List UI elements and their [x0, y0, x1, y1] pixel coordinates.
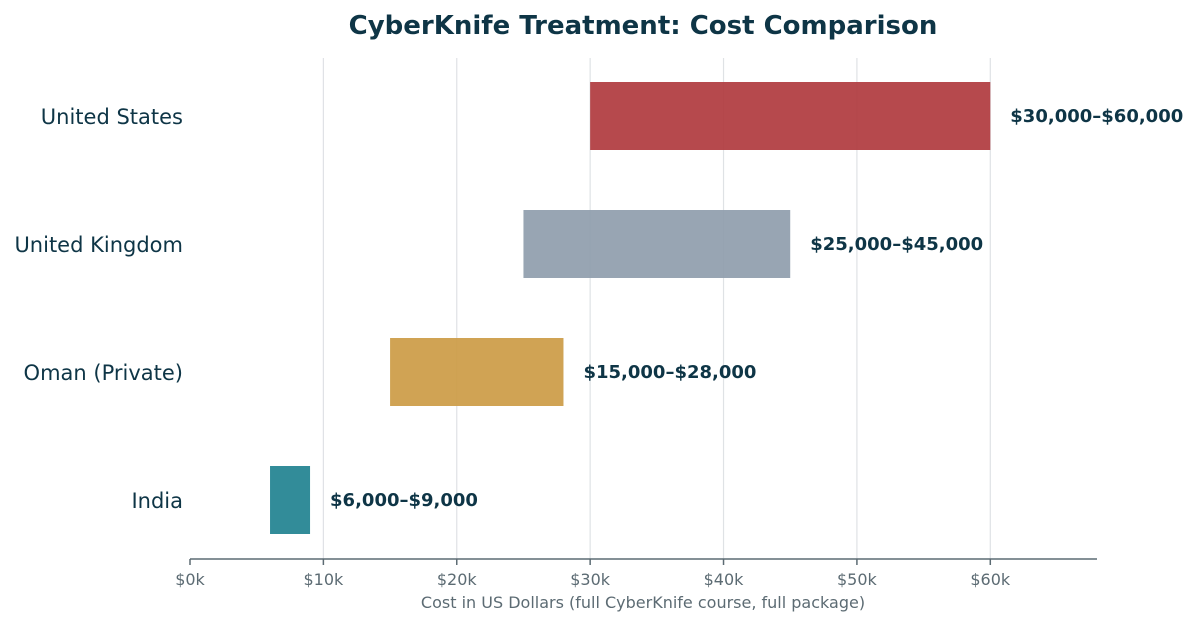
category-label: United Kingdom [14, 233, 183, 257]
x-tick-label: $60k [970, 570, 1011, 589]
category-label: United States [41, 105, 183, 129]
x-tick-label: $10k [303, 570, 344, 589]
x-tick-label: $30k [570, 570, 611, 589]
chart-title: CyberKnife Treatment: Cost Comparison [349, 11, 938, 41]
range-bar [590, 82, 991, 150]
range-value-label: $15,000–$28,000 [583, 362, 756, 383]
x-tick-label: $0k [175, 570, 205, 589]
x-axis-title: Cost in US Dollars (full CyberKnife cour… [421, 593, 865, 612]
category-label: Oman (Private) [24, 361, 183, 385]
category-labels: United States United Kingdom Oman (Private… [14, 105, 183, 513]
x-tick-labels: $0k $10k $20k $30k $40k $50k $60k [175, 559, 1011, 589]
bars [270, 82, 991, 534]
range-value-label: $25,000–$45,000 [810, 234, 983, 255]
range-value-label: $6,000–$9,000 [330, 490, 478, 511]
x-tick-label: $40k [704, 570, 745, 589]
x-tick-label: $20k [437, 570, 478, 589]
range-bar [390, 338, 564, 406]
range-value-label: $30,000–$60,000 [1010, 106, 1183, 127]
category-label: India [131, 489, 183, 513]
range-bar [523, 210, 791, 278]
range-labels: $30,000–$60,000 $25,000–$45,000 $15,000–$2… [330, 106, 1183, 511]
range-bar [270, 466, 311, 534]
x-tick-label: $50k [837, 570, 878, 589]
